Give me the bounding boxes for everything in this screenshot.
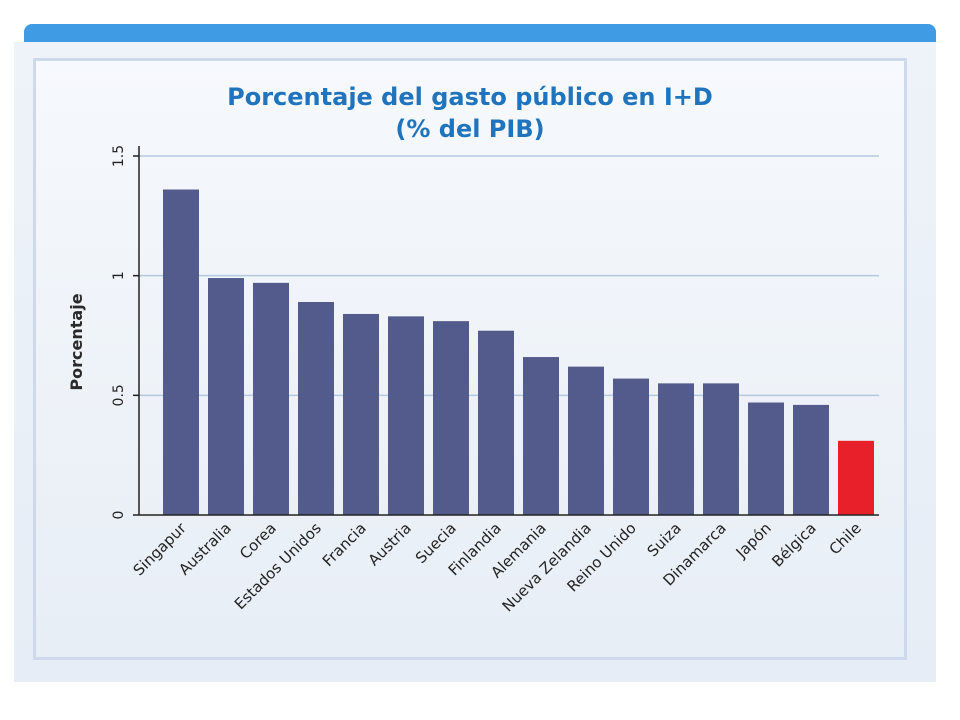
bar-chart: Porcentaje del gasto público en I+D (% d… (67, 83, 879, 616)
bar (433, 321, 469, 515)
y-tick-labels: 0 0.5 1 1.5 (111, 145, 127, 520)
y-axis-title: Porcentaje (67, 293, 86, 390)
chart-panel: Porcentaje del gasto público en I+D (% d… (33, 58, 907, 660)
bar (253, 282, 289, 515)
bars (163, 189, 874, 516)
bar (343, 313, 379, 515)
bar (298, 301, 334, 515)
x-tick-label: Japón (732, 519, 775, 562)
x-tick-label: Francia (319, 519, 370, 570)
x-tick-label: Suiza (644, 519, 685, 560)
chart-subtitle: (% del PIB) (395, 115, 544, 143)
bar (793, 404, 829, 515)
bar (568, 366, 604, 515)
x-tick-label: Corea (236, 519, 280, 563)
y-tick-label: 0 (111, 511, 127, 520)
axes (133, 146, 879, 516)
y-tick-label: 1.5 (111, 145, 127, 167)
bar (838, 440, 874, 515)
x-tick-label: Bélgica (768, 519, 819, 570)
bar (748, 402, 784, 515)
y-tick-label: 0.5 (111, 384, 127, 406)
bar (613, 378, 649, 515)
chart-title: Porcentaje del gasto público en I+D (227, 83, 713, 111)
x-tick-label: Chile (826, 519, 865, 558)
y-tick-label: 1 (111, 271, 127, 280)
bar (478, 330, 514, 515)
bar (703, 383, 739, 515)
bar (208, 278, 244, 515)
bar (163, 189, 199, 516)
bar (658, 383, 694, 515)
bar (388, 316, 424, 515)
x-tick-label: Austria (365, 519, 415, 569)
bar (523, 357, 559, 515)
